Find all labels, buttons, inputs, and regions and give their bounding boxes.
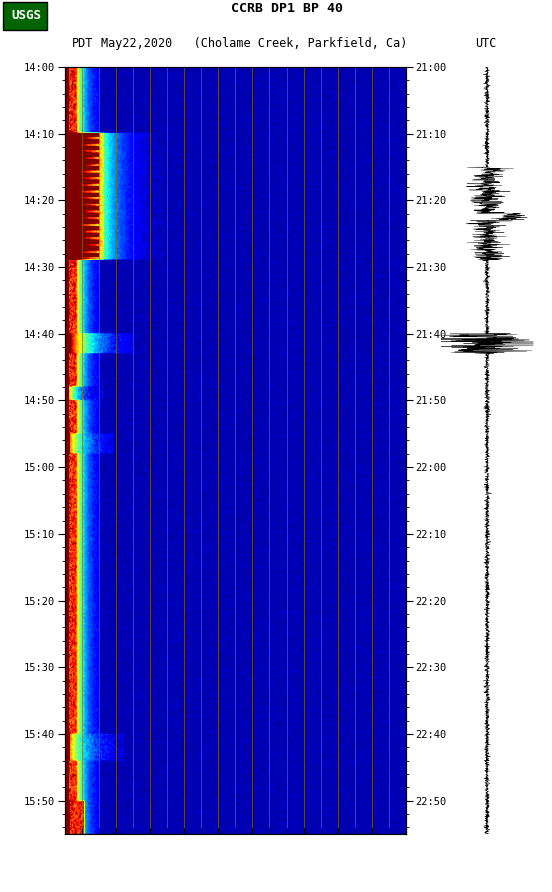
FancyBboxPatch shape xyxy=(3,2,47,30)
Text: PDT: PDT xyxy=(72,37,93,50)
Text: May22,2020   (Cholame Creek, Parkfield, Ca): May22,2020 (Cholame Creek, Parkfield, Ca… xyxy=(100,37,407,50)
Text: UTC: UTC xyxy=(475,37,496,50)
Text: USGS: USGS xyxy=(12,9,41,22)
Text: CCRB DP1 BP 40: CCRB DP1 BP 40 xyxy=(231,2,343,15)
